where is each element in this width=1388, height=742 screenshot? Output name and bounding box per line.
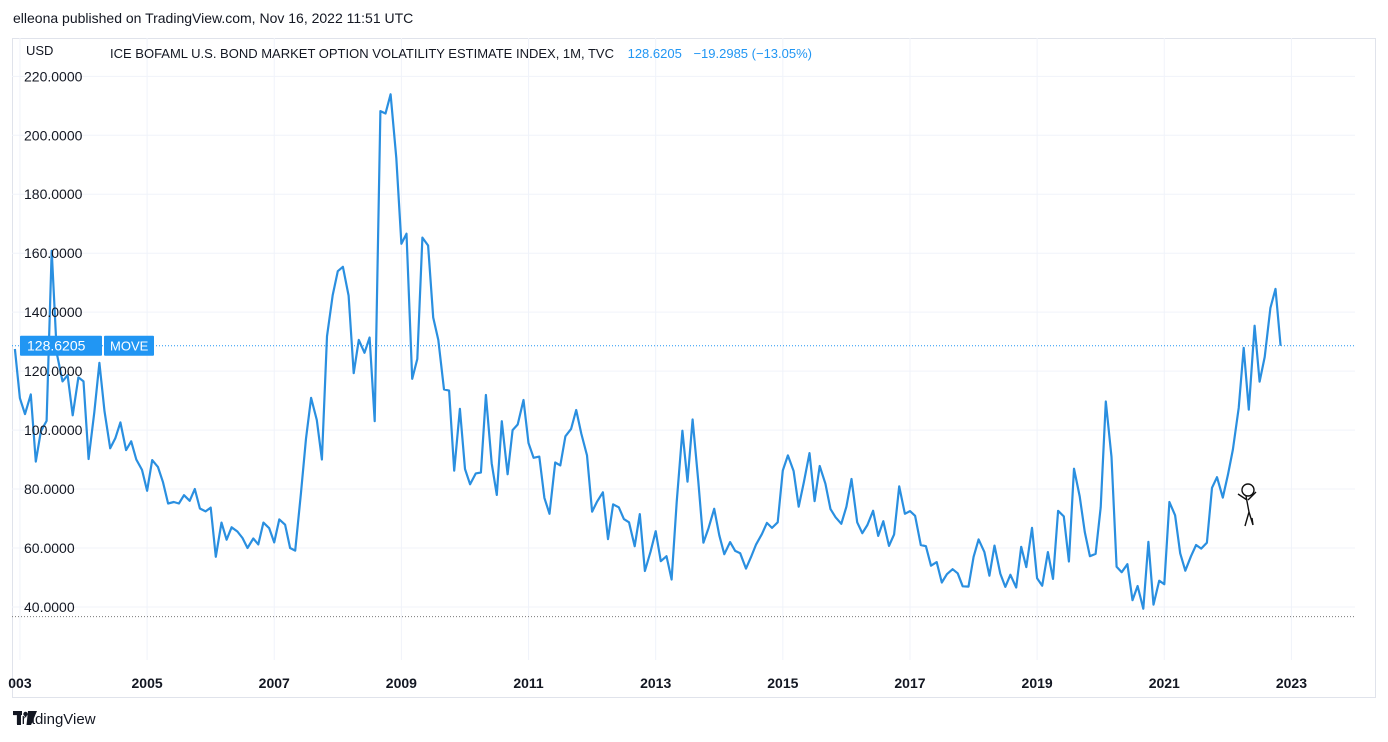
legend[interactable]: ICE BOFAML U.S. BOND MARKET OPTION VOLAT…	[110, 46, 812, 61]
y-tick-label: 160.0000	[24, 245, 83, 261]
x-tick-label: 2017	[894, 675, 925, 691]
price-badge-text: 128.6205	[27, 338, 86, 354]
x-tick-label: 2015	[767, 675, 798, 691]
legend-value: 128.6205	[628, 46, 682, 61]
y-tick-label: 200.0000	[24, 127, 83, 143]
series-line-move[interactable]	[13, 93, 1282, 610]
y-tick-label: 100.0000	[24, 422, 83, 438]
price-badge-bg	[20, 335, 102, 356]
legend-change: −19.2985 (−13.05%)	[693, 46, 812, 61]
symbol-badge: MOVE	[104, 335, 154, 356]
y-tick-label: 140.0000	[24, 304, 83, 320]
y-tick-label: 220.0000	[24, 68, 83, 84]
chart-frame[interactable]	[12, 38, 1376, 698]
y-axis-ticks: 220.0000 200.0000 180.0000 160.0000 140.0000…	[24, 68, 83, 615]
x-tick-label: 003	[8, 675, 32, 691]
x-tick-label: 2023	[1276, 675, 1307, 691]
x-tick-label: 2019	[1022, 675, 1053, 691]
price-badge: 128.6205	[20, 335, 102, 356]
x-tick-label: 2011	[513, 675, 544, 691]
x-tick-label: 2013	[640, 675, 671, 691]
tradingview-logo-icon	[13, 711, 37, 725]
symbol-badge-text: MOVE	[110, 339, 149, 354]
currency-label: USD	[26, 43, 53, 58]
footer: TradingView	[13, 711, 96, 728]
x-tick-label: 2007	[259, 675, 290, 691]
symbol-badge-bg	[104, 335, 154, 356]
x-tick-label: 2021	[1149, 675, 1180, 691]
publisher-text: elleona published on TradingView.com, No…	[13, 10, 414, 26]
y-tick-label: 80.0000	[24, 481, 75, 497]
y-tick-label: 60.0000	[24, 540, 75, 556]
x-axis-ticks: 003 2005 2007 2009 2011 2013 2015 2017 2019 2021 2…	[8, 675, 1307, 691]
x-tick-label: 2009	[386, 675, 417, 691]
y-tick-label: 40.0000	[24, 599, 75, 615]
stick-figure-drawing	[1237, 483, 1257, 527]
legend-title: ICE BOFAML U.S. BOND MARKET OPTION VOLAT…	[110, 46, 614, 61]
y-tick-label: 120.0000	[24, 363, 83, 379]
y-tick-label: 180.0000	[24, 186, 83, 202]
x-tick-label: 2005	[132, 675, 163, 691]
grid-lines	[12, 38, 1355, 660]
